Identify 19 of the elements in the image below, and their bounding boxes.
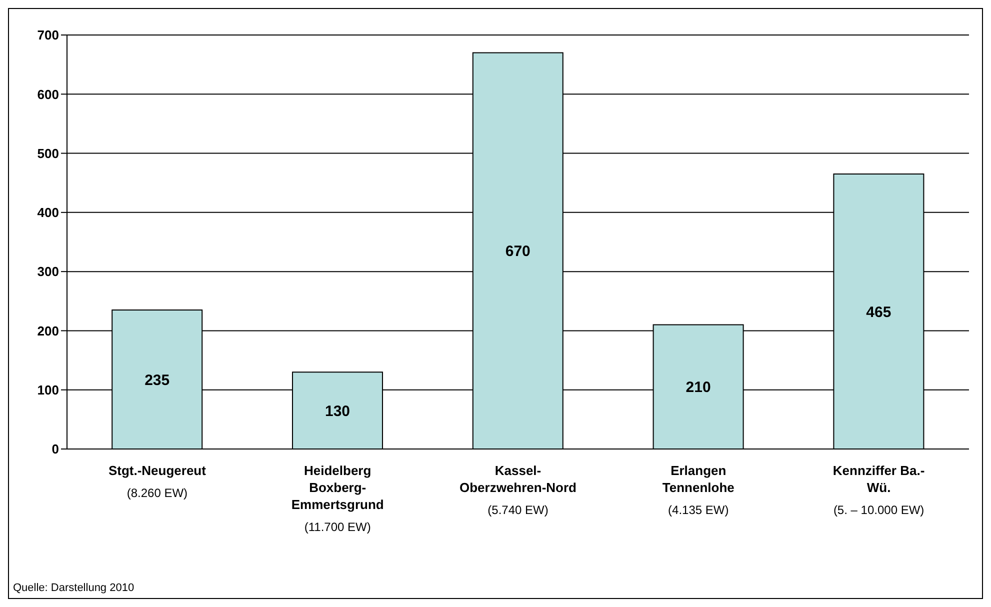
y-tick-label: 500 [37,146,59,161]
data-label: 235 [144,372,170,389]
data-label: 130 [324,402,350,420]
data-label: 670 [505,243,530,260]
y-tick-label: 100 [37,382,59,398]
y-tick-label: 200 [37,323,59,338]
x-tick-label: Kennziffer Ba.- Wü. (5. – 10.000 EW) [832,463,925,517]
source-note: Quelle: Darstellung 2010 [13,582,134,594]
y-tick-label: 600 [37,86,59,102]
x-tick-label: Heidelberg Boxberg- Emmertsgrund (11.700 EW) [291,463,384,534]
y-tick-label: 700 [37,28,59,43]
y-tick-label: 400 [37,205,59,220]
x-tick-label: Stgt.-Neugereut (8.260 EW) [108,463,207,500]
x-tick-label: Erlangen Tennenlohe (4.135 EW) [662,463,734,517]
data-label: 210 [686,379,711,396]
y-tick-label: 300 [37,264,59,280]
data-label: 465 [866,304,892,321]
y-tick-label: 0 [52,442,59,457]
x-tick-label: Kassel- Oberzwehren-Nord (5.740 EW) [459,463,577,517]
